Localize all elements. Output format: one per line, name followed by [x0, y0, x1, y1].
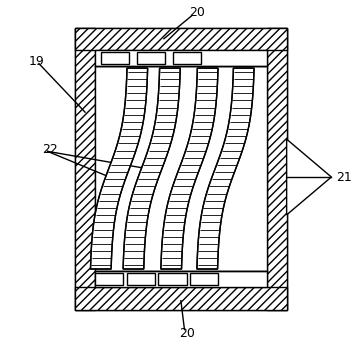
Bar: [127, 273, 155, 285]
Text: 21: 21: [337, 171, 352, 183]
Bar: [95, 50, 267, 66]
Bar: [158, 273, 186, 285]
Bar: [190, 273, 218, 285]
Polygon shape: [197, 68, 254, 269]
Bar: [173, 52, 201, 64]
Bar: [101, 52, 129, 64]
Text: 20: 20: [179, 327, 195, 340]
Bar: [95, 66, 267, 271]
Bar: [75, 28, 287, 310]
Bar: [267, 28, 287, 310]
Bar: [137, 52, 165, 64]
Text: 20: 20: [189, 6, 205, 19]
Text: 19: 19: [29, 55, 44, 68]
Polygon shape: [90, 68, 148, 269]
Text: 22: 22: [42, 143, 58, 156]
Bar: [75, 28, 95, 310]
Bar: [95, 271, 267, 287]
Bar: [75, 28, 287, 50]
Polygon shape: [123, 68, 180, 269]
Bar: [95, 273, 123, 285]
Polygon shape: [287, 139, 331, 215]
Bar: [75, 287, 287, 310]
Polygon shape: [161, 68, 218, 269]
